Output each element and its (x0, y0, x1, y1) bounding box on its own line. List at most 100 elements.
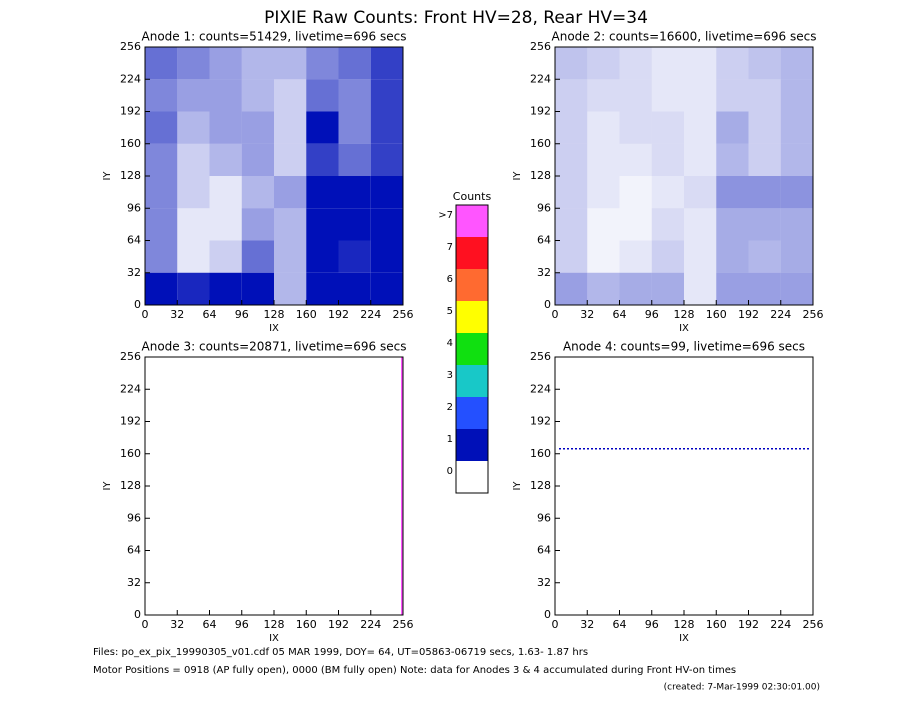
x-tick-label: 192 (328, 618, 349, 631)
heat-cell (651, 272, 684, 305)
heat-cell (619, 208, 652, 241)
y-tick-label: 32 (127, 576, 141, 589)
y-axis-label: IY (512, 481, 523, 491)
heat-cell (651, 143, 684, 176)
heat-cell (684, 143, 717, 176)
heat-cell (274, 47, 307, 80)
x-tick-label: 64 (203, 618, 217, 631)
y-tick-label: 128 (530, 169, 551, 182)
heat-cell (716, 176, 749, 209)
heat-cell (241, 208, 274, 241)
x-tick-label: 96 (235, 308, 249, 321)
heat-cell (370, 111, 403, 144)
x-tick-label: 32 (170, 308, 184, 321)
heat-cell (177, 143, 210, 176)
heat-cell (651, 208, 684, 241)
heat-cell (555, 79, 588, 112)
x-axis-label: IX (269, 323, 279, 334)
x-tick-label: 224 (360, 618, 381, 631)
x-tick-label: 128 (674, 618, 695, 631)
heat-cell (651, 79, 684, 112)
footer-files: Files: po_ex_pix_19990305_v01.cdf 05 MAR… (93, 647, 588, 658)
heat-cell (619, 47, 652, 80)
heat-cell (684, 208, 717, 241)
heat-cell (370, 208, 403, 241)
y-tick-label: 64 (537, 234, 551, 247)
heat-cell (177, 176, 210, 209)
colorbar-label: >7 (438, 210, 453, 221)
y-tick-label: 32 (127, 266, 141, 279)
y-tick-label: 128 (120, 169, 141, 182)
x-tick-label: 160 (706, 308, 727, 321)
heat-cell (619, 143, 652, 176)
y-tick-label: 64 (537, 544, 551, 557)
heat-cell (555, 240, 588, 273)
heat-cell (684, 240, 717, 273)
colorbar-label: 3 (447, 370, 453, 381)
y-axis-label: IY (102, 481, 113, 491)
y-tick-label: 96 (127, 511, 141, 524)
panel-title: Anode 2: counts=16600, livetime=696 secs (552, 30, 817, 44)
heat-cell (306, 272, 339, 305)
heat-cell (274, 143, 307, 176)
x-tick-label: 256 (393, 618, 414, 631)
heat-cell (555, 208, 588, 241)
x-tick-label: 64 (613, 618, 627, 631)
heat-cell (338, 79, 371, 112)
x-axis-label: IX (679, 323, 689, 334)
y-tick-label: 64 (127, 544, 141, 557)
heat-cell (177, 272, 210, 305)
heat-cell (177, 47, 210, 80)
heat-cell (684, 79, 717, 112)
heat-cell (274, 176, 307, 209)
heat-cell (716, 143, 749, 176)
heat-cell (555, 47, 588, 80)
heat-cell (716, 240, 749, 273)
x-axis-label: IX (269, 633, 279, 644)
heat-cell (587, 208, 620, 241)
heat-cell (338, 111, 371, 144)
heat-cell (684, 176, 717, 209)
heat-cell (780, 240, 813, 273)
colorbar-label: 2 (447, 402, 453, 413)
heat-cell (684, 272, 717, 305)
colorbar-title: Counts (453, 190, 492, 203)
y-axis-label: IY (102, 171, 113, 181)
heat-cell (338, 176, 371, 209)
y-tick-label: 128 (120, 479, 141, 492)
heat-cell (241, 111, 274, 144)
heat-cell (780, 47, 813, 80)
x-tick-label: 224 (360, 308, 381, 321)
heat-cell (274, 79, 307, 112)
heat-cell (555, 272, 588, 305)
y-tick-label: 0 (544, 608, 551, 621)
plot-frame (554, 356, 814, 616)
x-tick-label: 96 (645, 308, 659, 321)
y-tick-label: 192 (530, 105, 551, 118)
x-tick-label: 0 (142, 308, 149, 321)
heat-cell (241, 143, 274, 176)
title: PIXIE Raw Counts: Front HV=28, Rear HV=3… (264, 8, 648, 28)
heat-cell (780, 208, 813, 241)
heat-cell (209, 47, 242, 80)
y-tick-label: 256 (120, 350, 141, 363)
x-tick-label: 160 (296, 308, 317, 321)
colorbar-swatch (456, 301, 488, 333)
heat-cell (651, 111, 684, 144)
y-tick-label: 96 (127, 201, 141, 214)
colorbar-label: 5 (447, 306, 453, 317)
heat-cell (209, 111, 242, 144)
heat-cell (587, 176, 620, 209)
heat-cell (716, 111, 749, 144)
colorbar-frame (455, 204, 489, 494)
heat-cell (177, 79, 210, 112)
heat-cell (619, 79, 652, 112)
heat-cell (145, 272, 178, 305)
footer-created: (created: 7-Mar-1999 02:30:01.00) (664, 683, 820, 693)
heat-cell (651, 47, 684, 80)
footer-motor: Motor Positions = 0918 (AP fully open), … (93, 665, 736, 676)
heat-cell (306, 79, 339, 112)
x-tick-label: 256 (393, 308, 414, 321)
x-tick-label: 128 (674, 308, 695, 321)
